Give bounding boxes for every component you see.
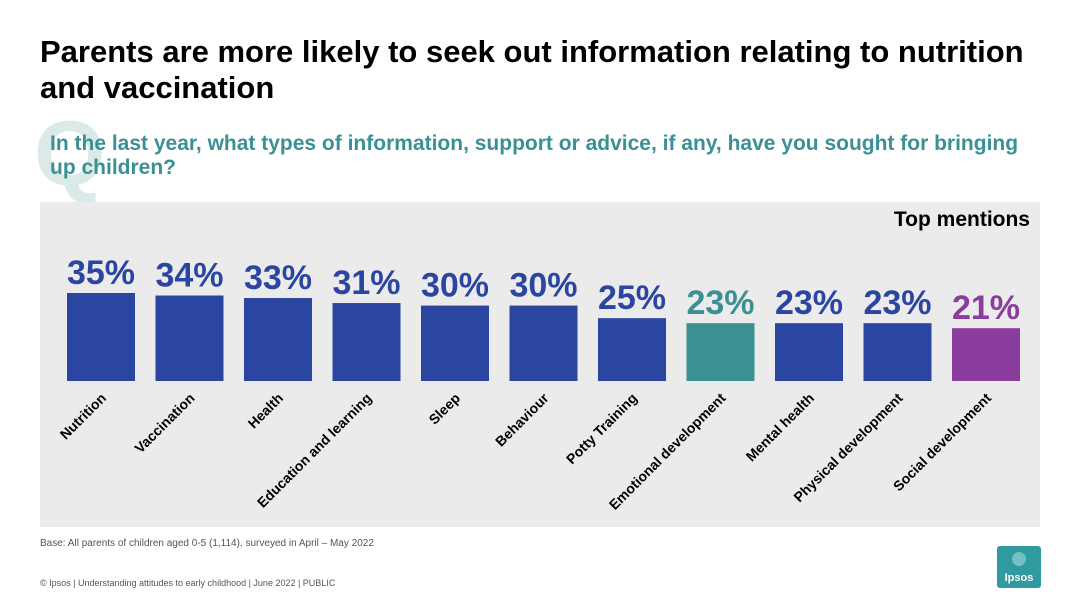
data-label: 23% (686, 284, 754, 322)
data-label: 30% (509, 267, 577, 305)
data-label: 30% (421, 267, 489, 305)
data-label: 23% (863, 284, 931, 322)
page-title: Parents are more likely to seek out info… (40, 34, 1024, 105)
bar-mental-health (775, 323, 843, 381)
logo-text: Ipsos (1004, 572, 1034, 584)
category-label: Health (245, 390, 287, 432)
category-label: Potty Training (563, 390, 640, 467)
category-label: Vaccination (131, 390, 197, 456)
footer-text: © Ipsos | Understanding attitudes to ear… (40, 578, 336, 588)
bar-potty-training (598, 318, 666, 381)
bar-physical-development (863, 323, 932, 381)
bar-chart: 35%Nutrition34%Vaccination33%Health31%Ed… (57, 254, 1020, 513)
category-label: Nutrition (57, 390, 110, 443)
data-label: 25% (598, 279, 666, 317)
bar-sleep (421, 305, 489, 381)
chart-panel: Top mentions 35% Nutrition 34% Vaccination 3… (40, 202, 1040, 527)
data-label: 33% (244, 259, 312, 297)
category-label: Mental health (743, 390, 818, 465)
ipsos-logo-mark (997, 546, 1041, 588)
data-label: 31% (332, 264, 400, 302)
bar-nutrition (67, 293, 135, 381)
bar-education-and-learning (332, 303, 401, 381)
bar-social-development (952, 328, 1020, 381)
ipsos-logo: Ipsos (997, 546, 1041, 588)
data-label: 34% (155, 257, 223, 295)
bar-health (244, 298, 312, 381)
question-glyph: Q (34, 103, 106, 205)
bar-behaviour (509, 305, 578, 381)
data-label: 21% (952, 289, 1020, 327)
chart-title: Top mentions (893, 208, 1030, 231)
bar-emotional-development (686, 323, 755, 381)
base-note: Base: All parents of children aged 0-5 (… (40, 538, 374, 549)
data-label: 23% (775, 284, 843, 322)
bar-vaccination (155, 295, 224, 381)
category-label: Behaviour (492, 389, 552, 449)
survey-question: In the last year, what types of informat… (50, 132, 1019, 179)
category-label: Social development (890, 390, 995, 495)
data-label: 35% (67, 254, 135, 292)
category-label: Sleep (425, 390, 463, 428)
